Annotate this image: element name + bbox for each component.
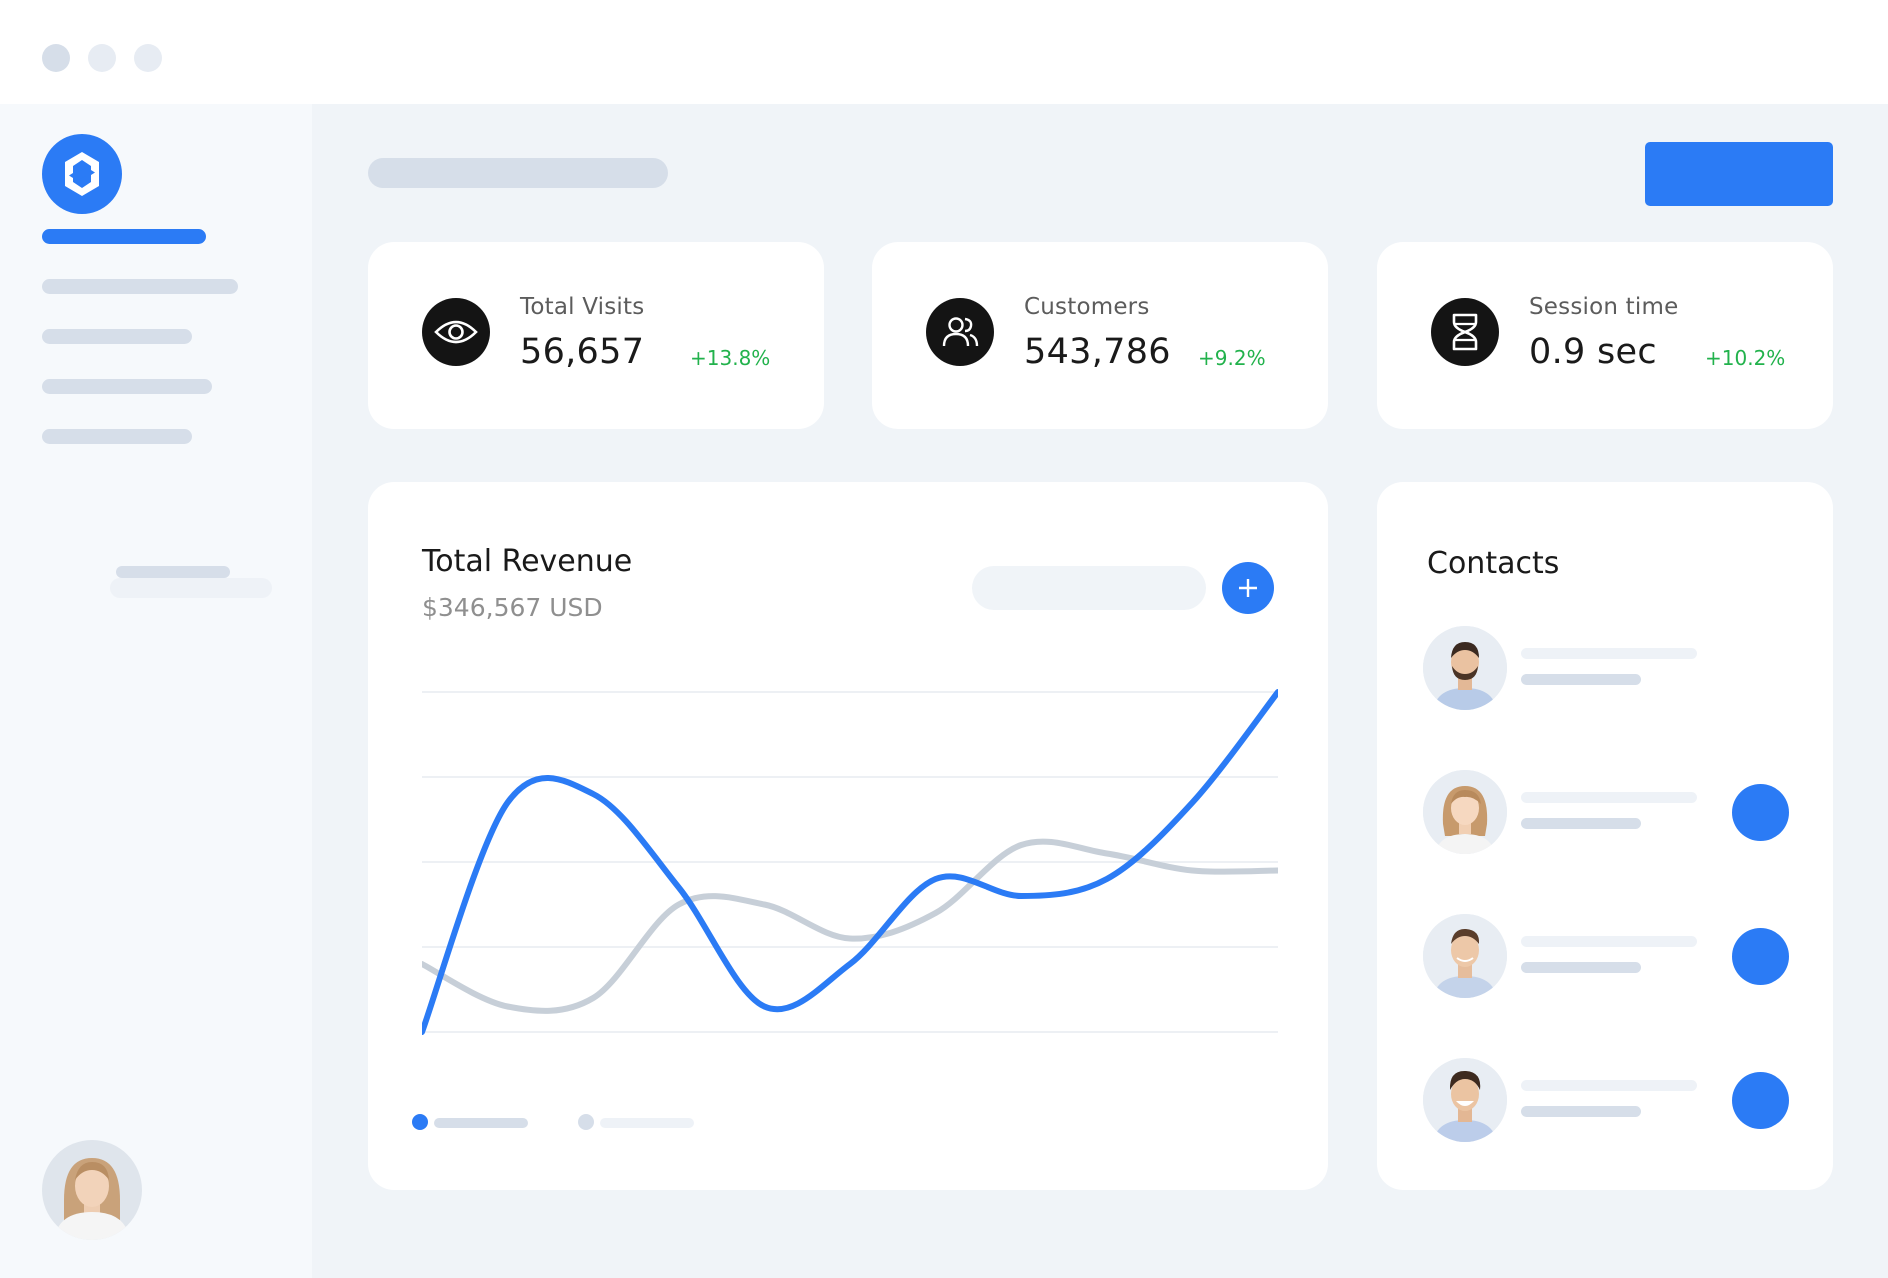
window-maximize-dot[interactable] [134,44,162,72]
legend-dot-primary [412,1114,428,1130]
contact-row[interactable] [1377,914,1833,1004]
main-content: Total Visits 56,657 +13.8% Customers 543… [312,104,1888,1278]
sidebar-item-active[interactable] [42,229,206,244]
sidebar [0,104,312,1278]
eye-icon [422,298,490,366]
contact-row[interactable] [1377,1058,1833,1148]
contact-detail-placeholder [1521,1106,1641,1117]
stat-card-total-visits: Total Visits 56,657 +13.8% [368,242,824,429]
stat-label: Total Visits [520,294,645,320]
sidebar-item[interactable] [42,279,238,294]
contact-name-placeholder [1521,648,1697,659]
sidebar-item[interactable] [42,329,192,344]
contact-name-placeholder [1521,792,1697,803]
contacts-card: Contacts [1377,482,1833,1190]
revenue-amount: $346,567 USD [422,593,603,622]
contact-detail-placeholder [1521,818,1641,829]
page-title-placeholder [368,158,668,188]
stat-value: 543,786 [1024,332,1171,372]
stat-delta: +13.8% [690,346,771,370]
legend-label-placeholder [434,1118,528,1128]
contact-row[interactable] [1377,770,1833,860]
sidebar-subitem-highlight[interactable] [110,578,272,598]
stat-card-customers: Customers 543,786 +9.2% [872,242,1328,429]
contact-action-button[interactable] [1732,784,1789,841]
contact-detail-placeholder [1521,962,1641,973]
revenue-line-chart [422,689,1278,1035]
stat-label: Customers [1024,294,1150,320]
sidebar-subitem[interactable] [116,566,230,578]
stat-value: 56,657 [520,332,645,372]
legend-dot-secondary [578,1114,594,1130]
stat-card-session-time: Session time 0.9 sec +10.2% [1377,242,1833,429]
contact-avatar[interactable] [1423,770,1507,854]
hourglass-icon [1431,298,1499,366]
app-logo-icon[interactable] [42,134,122,214]
stat-delta: +9.2% [1198,346,1266,370]
contact-detail-placeholder [1521,674,1641,685]
contact-action-button[interactable] [1732,1072,1789,1129]
revenue-card: Total Revenue $346,567 USD [368,482,1328,1190]
stat-label: Session time [1529,294,1679,320]
contact-avatar[interactable] [1423,1058,1507,1142]
stat-delta: +10.2% [1705,346,1786,370]
window-close-dot[interactable] [42,44,70,72]
revenue-filter-placeholder[interactable] [972,566,1206,610]
contact-name-placeholder [1521,936,1697,947]
sidebar-item[interactable] [42,429,192,444]
primary-action-button[interactable] [1645,142,1833,206]
legend-label-placeholder [600,1118,694,1128]
window-titlebar [0,0,1888,104]
series-line-secondary [422,838,1278,1014]
contact-row[interactable] [1377,626,1833,716]
contacts-title: Contacts [1427,546,1560,581]
stat-value: 0.9 sec [1529,332,1657,372]
series-line-primary [422,689,1278,1035]
users-icon [926,298,994,366]
window-minimize-dot[interactable] [88,44,116,72]
contact-action-button[interactable] [1732,928,1789,985]
plus-icon[interactable] [1222,562,1274,614]
user-avatar[interactable] [42,1140,142,1240]
contact-avatar[interactable] [1423,626,1507,710]
sidebar-item[interactable] [42,379,212,394]
contact-avatar[interactable] [1423,914,1507,998]
contact-name-placeholder [1521,1080,1697,1091]
revenue-title: Total Revenue [422,544,633,579]
